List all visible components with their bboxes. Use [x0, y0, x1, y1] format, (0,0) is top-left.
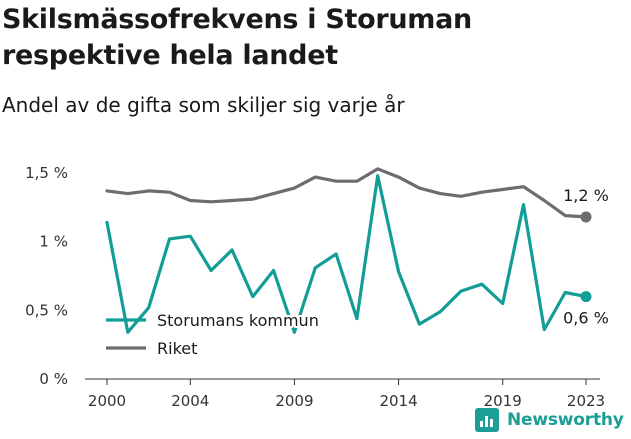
end-markers: 0,6 % 1,2 %	[561, 184, 611, 330]
series-line-storumans-kommun	[105, 174, 588, 334]
x-tick-label: 2009	[275, 392, 313, 410]
y-tick-label: 1 %	[39, 233, 68, 251]
x-tick-label: 2004	[171, 392, 209, 410]
bar-chart-logo-icon	[475, 408, 499, 432]
end-point-marker	[580, 211, 592, 223]
chart-title: Skilsmässofrekvens i Storuman respektive…	[2, 4, 472, 71]
legend-label: Riket	[157, 339, 197, 358]
brand-name: Newsworthy	[507, 410, 624, 430]
x-tick-label: 2000	[88, 392, 126, 410]
y-axis: 0 % 0,5 % 1 % 1,5 %	[25, 164, 68, 388]
newsworthy-logo: Newsworthy	[475, 408, 624, 432]
end-value-label: 1,2 %	[563, 186, 609, 205]
y-tick-label: 1,5 %	[25, 164, 68, 182]
legend: Storumans kommun Riket	[106, 309, 321, 360]
legend-label: Storumans kommun	[157, 311, 319, 330]
end-point-marker	[580, 291, 592, 303]
chart-subtitle: Andel av de gifta som skiljer sig varje …	[2, 93, 405, 117]
x-tick-label: 2014	[379, 392, 417, 410]
y-tick-label: 0,5 %	[25, 301, 68, 319]
end-value-label: 0,6 %	[563, 309, 609, 328]
y-tick-label: 0 %	[39, 370, 68, 388]
x-tick-label: 2019	[484, 392, 522, 410]
series-lines	[105, 167, 588, 334]
x-axis: 2000 2004 2009 2014 2019 2023	[85, 378, 605, 410]
x-tick-label: 2023	[567, 392, 605, 410]
series-line-riket	[105, 167, 588, 219]
